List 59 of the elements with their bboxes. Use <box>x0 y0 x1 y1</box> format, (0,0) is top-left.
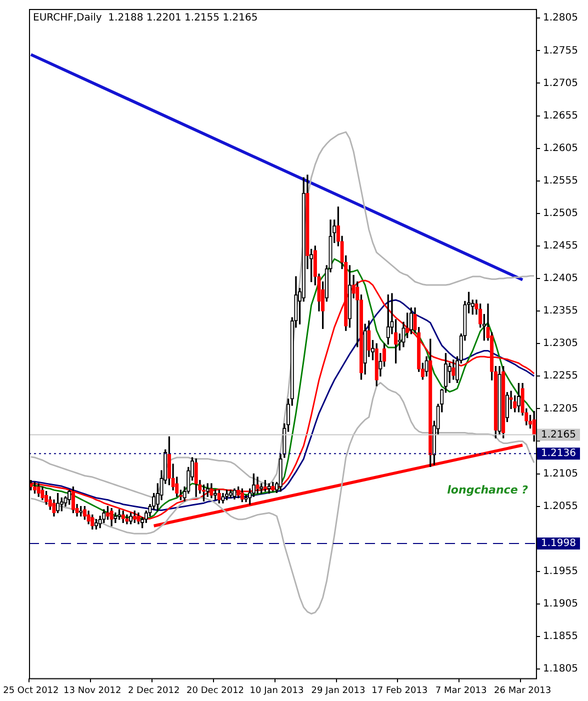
y-tick-label: 1.1955 <box>543 566 578 578</box>
candlestick <box>117 509 122 520</box>
candlestick <box>516 382 521 412</box>
y-tick-label: 1.2755 <box>543 45 578 56</box>
x-tick-label: 26 Mar 2013 <box>494 686 552 696</box>
candlestick <box>424 356 428 376</box>
y-tick-label: 1.2205 <box>543 403 578 414</box>
y-tick-label: 1.1805 <box>543 664 578 675</box>
candlestick <box>125 514 129 524</box>
candlestick <box>194 458 198 497</box>
ref-line-label: 1.2136 <box>541 448 576 460</box>
candlestick <box>363 324 367 375</box>
candlestick <box>448 362 452 383</box>
candlestick <box>505 392 510 422</box>
y-tick-label: 1.2055 <box>543 500 578 512</box>
candlestick <box>221 492 225 504</box>
annotation: longchance ? <box>447 484 529 497</box>
x-tick-label: 20 Dec 2012 <box>186 686 244 696</box>
candlestick <box>236 486 240 498</box>
candlestick <box>114 512 118 523</box>
x-tick-label: 25 Oct 2012 <box>3 686 59 696</box>
candlestick <box>409 307 413 334</box>
candlestick <box>502 366 506 438</box>
ref-line-label: 1.1998 <box>541 538 576 550</box>
candlestick <box>348 265 352 328</box>
candlestick <box>374 343 378 386</box>
x-tick-label: 29 Jan 2013 <box>311 686 366 696</box>
candlestick <box>452 360 456 380</box>
x-tick-label: 7 Mar 2013 <box>435 686 487 696</box>
y-tick-label: 1.2255 <box>543 370 578 382</box>
y-tick-label: 1.2805 <box>543 12 578 24</box>
x-tick-label: 13 Nov 2012 <box>64 686 122 696</box>
y-tick-label: 1.2705 <box>543 78 578 89</box>
y-tick-label: 1.2455 <box>543 240 578 252</box>
candlestick <box>32 482 37 494</box>
y-tick-label: 1.1855 <box>543 631 578 642</box>
candlestick <box>267 483 271 494</box>
y-tick-label: 1.2605 <box>543 142 578 154</box>
candlestick <box>40 486 44 500</box>
x-tick-label: 2 Dec 2012 <box>128 686 180 696</box>
candlestick <box>498 366 502 436</box>
candlestick <box>79 506 83 516</box>
y-tick-label: 1.2305 <box>543 338 578 350</box>
y-tick-label: 1.2405 <box>543 273 578 284</box>
ref-line-label: 1.2165 <box>541 429 576 440</box>
y-tick-label: 1.2105 <box>543 468 578 480</box>
chart-title: EURCHF,Daily 1.2188 1.2201 1.2155 1.2165 <box>33 12 258 24</box>
y-tick-label: 1.1905 <box>543 598 578 610</box>
x-tick-label: 10 Jan 2013 <box>250 686 304 696</box>
y-tick-label: 1.2355 <box>543 306 578 317</box>
y-tick-label: 1.2655 <box>543 110 578 122</box>
candlestick <box>71 486 76 514</box>
y-tick-label: 1.2555 <box>543 175 578 186</box>
candlestick <box>210 483 214 498</box>
candlestick <box>232 488 236 500</box>
x-tick-label: 17 Feb 2013 <box>372 686 428 696</box>
candlestick <box>256 476 260 494</box>
candlestick <box>224 490 229 500</box>
y-tick-label: 1.2505 <box>543 208 578 219</box>
